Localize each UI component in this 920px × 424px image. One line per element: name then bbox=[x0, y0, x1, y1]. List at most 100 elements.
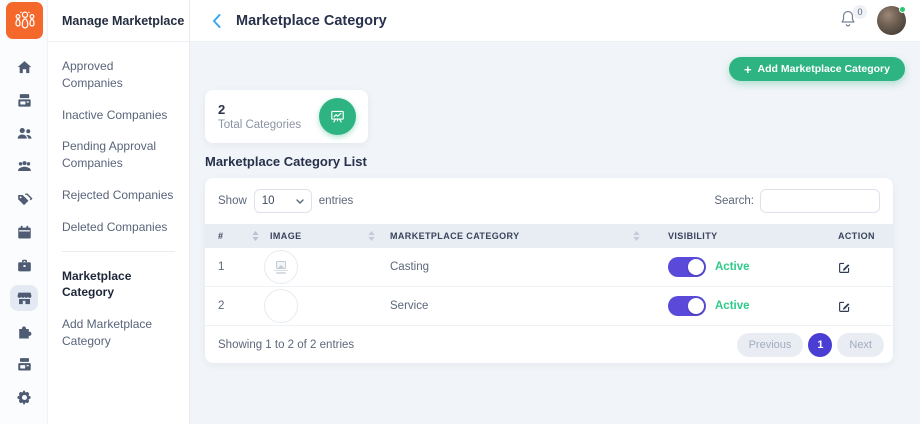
bell-icon bbox=[841, 10, 855, 26]
no-image-icon bbox=[276, 260, 286, 269]
search-input[interactable] bbox=[760, 189, 880, 213]
main-content: + Add Marketplace Category 2 Total Categ… bbox=[190, 42, 920, 424]
no-image-text-line bbox=[274, 269, 288, 271]
column-header-num[interactable]: # bbox=[218, 231, 224, 241]
add-marketplace-category-button[interactable]: + Add Marketplace Category bbox=[728, 57, 905, 81]
back-button[interactable] bbox=[206, 11, 226, 31]
sidebar-divider bbox=[62, 250, 175, 252]
sidebar-menu: Approved Companies Inactive Companies Pe… bbox=[48, 42, 189, 350]
previous-page-button[interactable]: Previous bbox=[736, 332, 804, 357]
chevron-down-icon bbox=[296, 198, 304, 204]
entries-summary: Showing 1 to 2 of 2 entries bbox=[218, 338, 355, 351]
fax-icon bbox=[17, 357, 31, 371]
app-logo[interactable] bbox=[6, 2, 43, 39]
rail-item-store[interactable] bbox=[10, 285, 38, 311]
rail-item-puzzle[interactable] bbox=[10, 318, 38, 344]
rail-item-fax[interactable] bbox=[10, 351, 38, 377]
home-icon bbox=[17, 60, 31, 73]
toggle-knob bbox=[688, 298, 704, 314]
visibility-status: Active bbox=[715, 261, 750, 273]
rail-item-home[interactable] bbox=[10, 54, 38, 80]
row-number: 2 bbox=[218, 300, 225, 312]
icon-rail bbox=[0, 0, 48, 424]
sidebar-item-marketplace-category[interactable]: Marketplace Category bbox=[62, 268, 132, 300]
no-image-text-line bbox=[276, 272, 286, 274]
tags-icon bbox=[17, 193, 32, 205]
table-header-row: # IMAGE MARKETPLACE CATEGORY VISIBILITY … bbox=[205, 224, 893, 248]
category-image-placeholder bbox=[264, 250, 298, 284]
sort-icon[interactable] bbox=[368, 231, 375, 241]
add-button-label: Add Marketplace Category bbox=[757, 63, 890, 75]
category-name: Casting bbox=[390, 261, 429, 273]
gear-icon bbox=[17, 390, 31, 404]
table-row: 1 Casting Active bbox=[205, 248, 893, 287]
rail-item-briefcase[interactable] bbox=[10, 252, 38, 278]
show-label: Show bbox=[218, 195, 247, 207]
rail-item-settings[interactable] bbox=[10, 384, 38, 410]
users-icon bbox=[17, 127, 31, 139]
rail-item-users[interactable] bbox=[10, 120, 38, 146]
plus-icon: + bbox=[743, 61, 752, 77]
rail-item-kiosk[interactable] bbox=[10, 87, 38, 113]
column-header-action[interactable]: ACTION bbox=[838, 231, 875, 241]
page-title: Marketplace Category bbox=[236, 12, 387, 29]
online-status-dot bbox=[899, 6, 906, 13]
search-label: Search: bbox=[714, 195, 754, 207]
team-icon bbox=[17, 160, 31, 171]
total-categories-value: 2 bbox=[218, 102, 226, 117]
column-header-visibility[interactable]: VISIBILITY bbox=[668, 231, 718, 241]
categories-stat-badge bbox=[319, 98, 356, 135]
rail-item-team[interactable] bbox=[10, 153, 38, 179]
table-footer: Showing 1 to 2 of 2 entries Previous 1 N… bbox=[205, 326, 893, 363]
sort-icon[interactable] bbox=[633, 231, 640, 241]
visibility-status: Active bbox=[715, 300, 750, 312]
presentation-chart-icon bbox=[331, 110, 344, 123]
notification-count-badge: 0 bbox=[853, 4, 867, 19]
page-size-select[interactable]: 10 bbox=[253, 189, 312, 213]
column-header-image[interactable]: IMAGE bbox=[270, 231, 302, 241]
table-controls: Show 10 entries Search: bbox=[205, 178, 893, 224]
people-logo-icon bbox=[14, 11, 35, 29]
user-avatar[interactable] bbox=[877, 6, 906, 35]
chevron-left-icon bbox=[212, 13, 220, 28]
page-size-value: 10 bbox=[261, 195, 275, 207]
puzzle-icon bbox=[18, 325, 31, 338]
notifications-button[interactable]: 0 bbox=[839, 4, 867, 33]
edit-icon bbox=[839, 301, 850, 312]
kiosk-icon bbox=[17, 93, 31, 107]
sort-icon[interactable] bbox=[252, 231, 259, 241]
category-table-card: Show 10 entries Search: # IMAGE MARKETPL… bbox=[205, 178, 893, 363]
sidebar-item-inactive-companies[interactable]: Inactive Companies bbox=[62, 107, 168, 122]
table-row: 2 Service Active bbox=[205, 287, 893, 326]
visibility-toggle[interactable] bbox=[668, 296, 706, 316]
sidebar: Manage Marketplace Approved Companies In… bbox=[48, 0, 190, 424]
page-header: Marketplace Category 0 bbox=[190, 0, 920, 42]
sidebar-item-add-marketplace-category[interactable]: Add Marketplace Category bbox=[62, 317, 153, 348]
rail-item-tags[interactable] bbox=[10, 186, 38, 212]
briefcase-icon bbox=[17, 259, 31, 271]
list-section-title: Marketplace Category List bbox=[205, 154, 367, 169]
calendar-icon bbox=[17, 225, 31, 239]
sidebar-item-pending-approval-companies[interactable]: Pending Approval Companies bbox=[62, 139, 157, 171]
edit-icon bbox=[839, 262, 850, 273]
sidebar-title: Manage Marketplace bbox=[48, 0, 189, 42]
row-number: 1 bbox=[218, 261, 225, 273]
toggle-knob bbox=[688, 259, 704, 275]
sidebar-item-deleted-companies[interactable]: Deleted Companies bbox=[62, 219, 168, 234]
visibility-toggle[interactable] bbox=[668, 257, 706, 277]
category-image-placeholder bbox=[264, 289, 298, 323]
total-categories-label: Total Categories bbox=[218, 119, 302, 131]
entries-label: entries bbox=[318, 195, 354, 207]
next-page-button[interactable]: Next bbox=[837, 332, 884, 357]
edit-button[interactable] bbox=[838, 300, 851, 313]
edit-button[interactable] bbox=[838, 261, 851, 274]
sidebar-item-approved-companies[interactable]: Approved Companies bbox=[62, 59, 123, 90]
pagination: Previous 1 Next bbox=[736, 332, 884, 357]
sidebar-item-rejected-companies[interactable]: Rejected Companies bbox=[62, 187, 174, 202]
rail-item-calendar[interactable] bbox=[10, 219, 38, 245]
column-header-category[interactable]: MARKETPLACE CATEGORY bbox=[390, 231, 520, 241]
category-name: Service bbox=[390, 300, 429, 312]
store-icon bbox=[17, 292, 31, 304]
total-categories-card: 2 Total Categories bbox=[205, 90, 368, 143]
current-page-button[interactable]: 1 bbox=[808, 332, 833, 357]
